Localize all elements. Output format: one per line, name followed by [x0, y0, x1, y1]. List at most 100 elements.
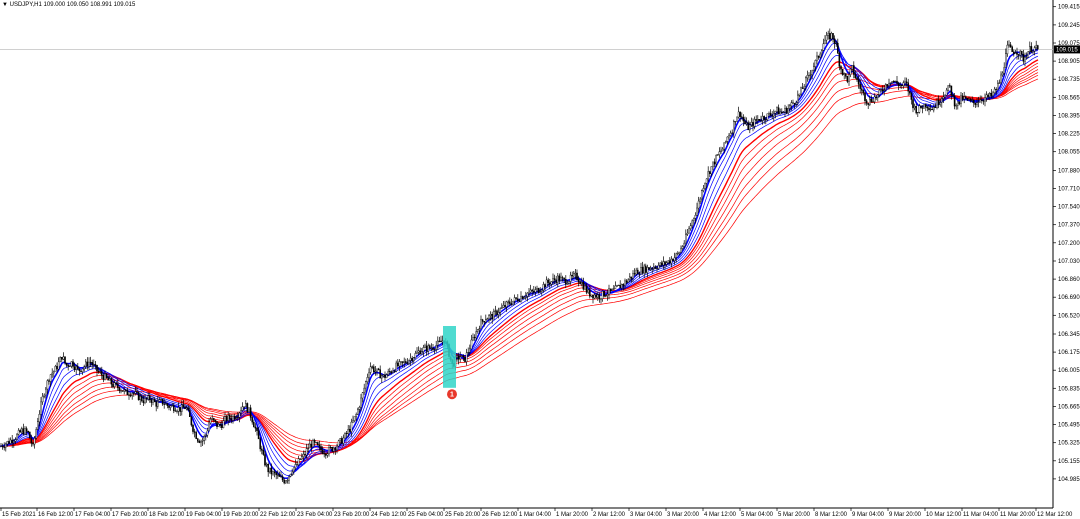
- dropdown-arrow-icon[interactable]: ▼: [2, 2, 10, 8]
- candle: [869, 95, 871, 107]
- candle-body: [843, 73, 845, 75]
- candle-body: [651, 268, 653, 270]
- candle: [139, 393, 142, 405]
- candle-body: [67, 365, 69, 367]
- candle-body: [585, 285, 588, 293]
- candle: [37, 417, 39, 431]
- candle: [422, 344, 425, 357]
- candle: [395, 360, 398, 373]
- candle: [438, 336, 441, 343]
- candle: [805, 76, 807, 91]
- candle: [373, 364, 375, 375]
- candle: [672, 258, 674, 262]
- candle-body: [236, 417, 239, 419]
- candle-body: [328, 447, 330, 455]
- candle-body: [196, 438, 199, 442]
- candle: [867, 103, 869, 109]
- candle: [433, 348, 436, 355]
- candle: [211, 414, 214, 421]
- candle-body: [440, 340, 442, 343]
- candle-body: [656, 267, 658, 269]
- candle-body: [997, 83, 999, 90]
- candle-body: [561, 277, 564, 279]
- candle-body: [259, 438, 262, 450]
- candle: [136, 387, 138, 395]
- candle: [648, 267, 650, 270]
- candle-body: [310, 443, 313, 447]
- candle: [163, 398, 166, 409]
- candle: [763, 115, 765, 124]
- candle-body: [867, 103, 869, 105]
- candle-body: [78, 368, 81, 371]
- candle-body: [464, 356, 466, 362]
- candle-body: [961, 95, 964, 100]
- x-tick-label: 19 Feb 04:00: [186, 512, 222, 518]
- candle-body: [80, 370, 82, 372]
- candle: [88, 357, 90, 370]
- candle-body: [969, 99, 972, 101]
- candle-body: [123, 389, 125, 392]
- candle-body: [12, 440, 15, 443]
- candle-body: [795, 102, 797, 105]
- candle: [781, 108, 783, 115]
- candle: [116, 379, 119, 391]
- candle-body: [878, 89, 881, 95]
- candle: [891, 81, 893, 84]
- candle-body: [206, 430, 209, 436]
- candle: [61, 357, 63, 363]
- candle-body: [985, 94, 988, 98]
- candle: [369, 362, 372, 375]
- chart-header: ▼ USDJPY,H1 109.000 109.050 108.991 109.…: [2, 2, 136, 8]
- candle-body: [166, 403, 169, 406]
- candle: [957, 101, 959, 110]
- candle-body: [569, 274, 572, 282]
- candle-body: [753, 119, 756, 127]
- candle-body: [696, 207, 698, 216]
- candle: [936, 98, 938, 110]
- candle: [694, 212, 697, 224]
- candle: [950, 85, 953, 100]
- candle: [131, 392, 134, 400]
- candle-body: [667, 260, 669, 264]
- candle: [915, 103, 917, 115]
- candle-body: [104, 373, 106, 380]
- candle: [717, 154, 719, 156]
- candle-body: [845, 73, 847, 77]
- candle: [320, 443, 322, 454]
- candle-body: [307, 447, 310, 449]
- candle-body: [976, 102, 978, 105]
- candle: [321, 446, 324, 455]
- candle-body: [744, 120, 746, 124]
- candle: [933, 104, 935, 113]
- candle-body: [622, 284, 625, 286]
- candle-body: [272, 471, 274, 475]
- candle: [617, 284, 620, 287]
- candle-body: [835, 43, 837, 45]
- candle: [833, 35, 836, 49]
- candle-body: [59, 357, 61, 363]
- candle-body: [347, 429, 350, 434]
- candle: [244, 400, 247, 407]
- candle: [294, 459, 297, 470]
- candle: [750, 117, 753, 127]
- candle-body: [793, 103, 796, 105]
- candle: [470, 334, 473, 350]
- candle: [982, 99, 985, 105]
- candle-body: [721, 148, 724, 152]
- candle-body: [745, 122, 748, 124]
- candle: [533, 286, 535, 294]
- candle-body: [204, 435, 207, 437]
- candle: [285, 480, 287, 484]
- candle: [827, 30, 829, 40]
- candle-body: [280, 476, 282, 478]
- candle-body: [341, 438, 343, 444]
- candle-body: [875, 96, 877, 98]
- candle: [526, 292, 529, 302]
- candle: [649, 265, 652, 271]
- candle-body: [649, 268, 652, 270]
- y-tick-label: 107.030: [1058, 259, 1080, 265]
- candle: [240, 406, 242, 417]
- candle-body: [654, 266, 657, 269]
- candle-body: [8, 441, 10, 444]
